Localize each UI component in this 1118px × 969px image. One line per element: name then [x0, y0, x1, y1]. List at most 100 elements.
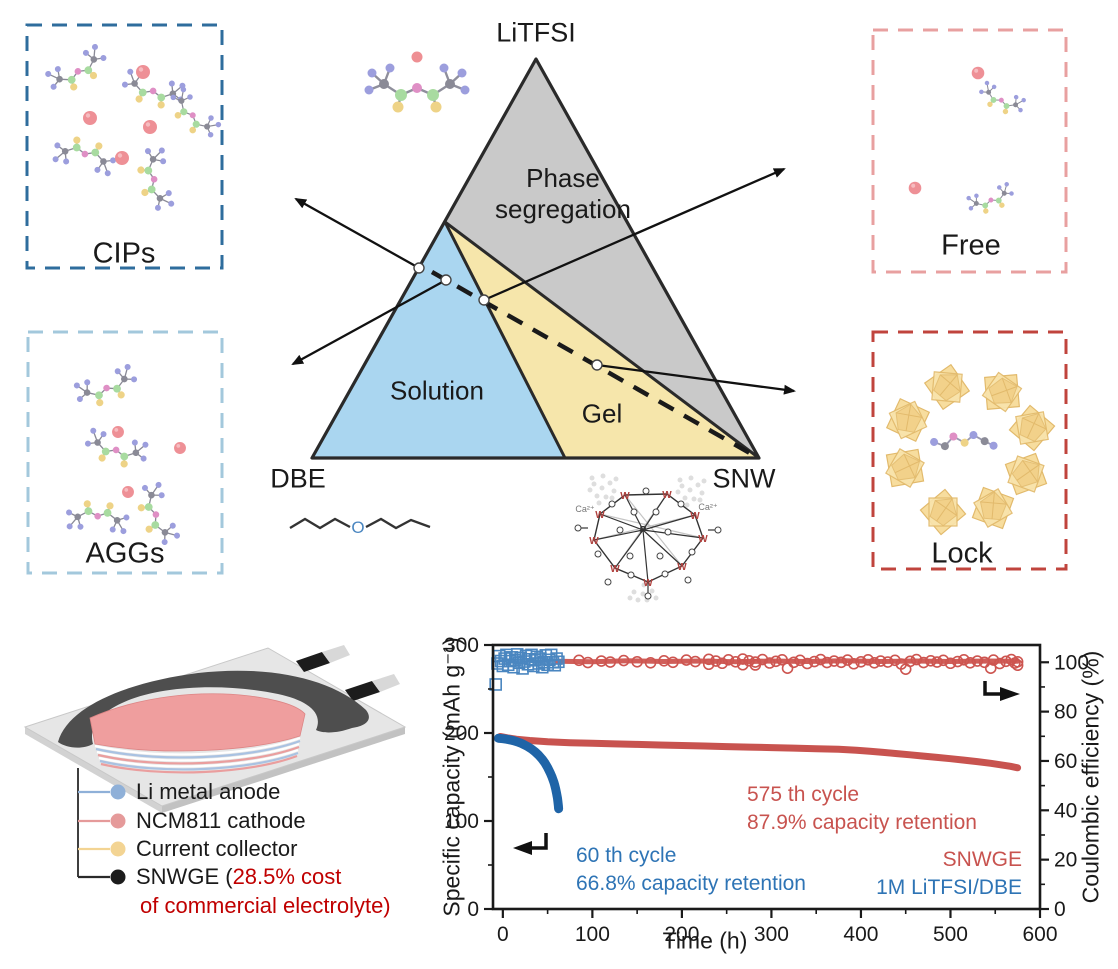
tick-label: 400 [843, 923, 878, 946]
snw-ghost-clusters [587, 473, 707, 603]
snwge-ce-circles [924, 654, 937, 667]
ternary-right-label: SNW [712, 463, 776, 494]
snwge-ce-circles [984, 662, 997, 674]
tick-label: 300 [444, 634, 479, 657]
tick-label: 200 [664, 923, 699, 946]
snw-structure: W W W W W W W W W P Ca²⁺ Ca²⁺ [574, 473, 722, 603]
snwge-ce-circles [644, 656, 657, 669]
battery-tab [296, 652, 330, 672]
snwge-ce-circles [667, 656, 679, 669]
snwge-ce-circles [604, 656, 617, 668]
snwge-ce-circles [794, 654, 806, 667]
ternary-outline [310, 57, 761, 460]
tick-label: 20 [1054, 849, 1077, 872]
tick-label: 0 [497, 923, 509, 946]
tick-label: 100 [444, 810, 479, 833]
snwge-ce-circles [749, 656, 762, 668]
snwge-ce-circles [801, 657, 814, 670]
snwge-ce-circles [904, 655, 916, 668]
x-axis-title: Time (h) [662, 927, 748, 954]
snw-calcium-label: Ca²⁺ [575, 504, 595, 514]
snw-tungsten-labels: W W W W W W W W W [589, 490, 708, 589]
annotation-575th-cycle: 575 th cycle [747, 783, 860, 806]
litfsi-ce-squares [550, 652, 563, 665]
svg-text:W: W [595, 510, 605, 521]
tick-label: 100 [575, 923, 610, 946]
snwge-ce-circles [841, 654, 854, 666]
snwge-ce-circles [828, 655, 840, 667]
legend-snwge-black: SNWGE ( [136, 864, 233, 889]
free-label: Free [941, 229, 1001, 262]
snwge-ce-circles [770, 655, 782, 668]
battery-schematic [23, 645, 407, 885]
snwge-capacity [496, 733, 1022, 772]
lock-label: Lock [931, 537, 993, 570]
snwge-ce-circles [993, 657, 1006, 670]
right-y-axis-title: Coulombic efficiency (%) [1077, 650, 1104, 904]
snwge-ce-circles [917, 656, 930, 669]
tick-label: 0 [1054, 898, 1066, 921]
litfsi-capacity [493, 733, 564, 814]
snwge-ce-circles [702, 653, 715, 666]
litfsi-ce-squares [510, 648, 524, 661]
tick-label: 60 [1054, 750, 1077, 773]
cips-box [25, 23, 224, 270]
svg-text:W: W [643, 578, 653, 589]
snw-phosphorus-label: P [640, 525, 647, 536]
svg-text:W: W [662, 490, 672, 501]
snwge-ce-circles [808, 655, 821, 668]
cathode-legend-dot [110, 813, 126, 829]
electrode-stack-top [89, 693, 306, 752]
snwge-ce-circles [631, 655, 643, 668]
annotation-668-retention: 66.8% capacity retention [576, 872, 806, 895]
gel-label: Gel [581, 398, 623, 429]
snwge-ce-circles [814, 653, 827, 666]
series-label-litfsi-dbe: 1M LiTFSI/DBE [876, 876, 1022, 899]
snwge-ce-circles [689, 655, 702, 668]
snwge-ce-circles [722, 654, 735, 666]
tick-label: 80 [1054, 701, 1077, 724]
annotation-879-retention: 87.9% capacity retention [747, 811, 977, 834]
li-ion [411, 51, 423, 63]
legend-li-metal-anode: Li metal anode [136, 779, 281, 804]
callout-arrows [291, 167, 796, 395]
tick-label: 600 [1022, 923, 1057, 946]
svg-text:W: W [620, 491, 630, 502]
left-axis-arrow-icon [513, 833, 548, 855]
phase-segregation-label: Phase segregation [495, 163, 631, 224]
snwge-ce-circles [835, 656, 848, 669]
solution-region [312, 222, 565, 458]
dbe-molecule: O [289, 517, 431, 537]
snwge-ce-circles [1005, 653, 1018, 666]
snw-oxygen-atoms [574, 487, 722, 600]
annotation-60th-cycle: 60 th cycle [576, 844, 677, 867]
battery-legend-connectors [77, 768, 126, 885]
svg-text:W: W [690, 511, 700, 522]
pouch-cavity [58, 670, 369, 748]
cycling-chart: 0 100 200 300 400 500 600010020030002040608010… [444, 634, 1089, 946]
snwge-ce-circles [944, 657, 957, 670]
litfsi-ce-squares [489, 678, 502, 691]
snwge-ce-circles [736, 653, 749, 665]
snwge-ce-circles [702, 658, 715, 671]
snwge-ce-circles [937, 654, 950, 667]
litfsi-ce-squares [548, 658, 562, 672]
snwge-ce-circles [1011, 659, 1024, 672]
ternary-top-label: LiTFSI [496, 17, 576, 48]
right-axis-arrow-icon [983, 681, 1020, 701]
lock-pom-ring [878, 358, 1059, 540]
legend-current-collector: Current collector [136, 836, 298, 861]
aggs-molecule-cluster [63, 361, 186, 551]
tick-label: 500 [933, 923, 968, 946]
legend-ncm811-cathode: NCM811 cathode [136, 808, 306, 833]
svg-text:W: W [677, 562, 687, 573]
tick-label: 40 [1054, 799, 1077, 822]
snwge-ce-circles [910, 653, 923, 666]
snwge-ce-circles [889, 654, 901, 667]
cips-label: CIPs [92, 237, 156, 270]
snwge-ce-circles [736, 658, 749, 671]
anode-legend-dot [110, 784, 126, 800]
snwge-ce-circles [862, 654, 874, 666]
aggs-label: AGGs [85, 537, 165, 570]
